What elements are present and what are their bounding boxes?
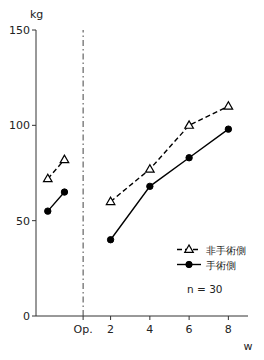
legend-label: 非手術側 (206, 245, 246, 256)
series-marker (61, 189, 67, 195)
y-tick (32, 220, 36, 221)
x-axis-line (36, 316, 248, 317)
chart: 0 50 100 150kg Op. 2 4 6 8w n = 30 非手術側手術側 (0, 0, 264, 360)
series-marker (146, 165, 155, 172)
series-marker (225, 126, 231, 132)
series-marker (107, 237, 113, 243)
x-tick-label: Op. (74, 323, 93, 336)
series-line (48, 129, 229, 240)
x-tick (189, 316, 190, 320)
legend-label: 手術側 (206, 260, 236, 271)
y-tick-label: 150 (9, 24, 30, 37)
y-tick-label: 100 (9, 119, 30, 132)
legend-marker (185, 245, 194, 252)
y-tick (32, 125, 36, 126)
op-line (83, 30, 84, 316)
series-marker (60, 155, 69, 162)
x-tick (149, 316, 150, 320)
annotation: n = 30 (187, 283, 223, 295)
y-tick-label: 50 (16, 215, 30, 228)
y-tick (32, 316, 36, 317)
legend: 非手術側手術側 (177, 245, 246, 271)
x-axis-label: w (244, 340, 253, 353)
series-marker (186, 155, 192, 161)
series-marker (185, 121, 194, 128)
x-tick (110, 316, 111, 320)
y-axis-label: kg (30, 8, 43, 21)
y-axis-line (36, 30, 37, 316)
y-tick-label: 0 (23, 310, 30, 323)
legend-item: 手術側 (177, 260, 236, 271)
series-marker (147, 183, 153, 189)
x-tick (83, 316, 84, 320)
x-tick-label: 4 (146, 323, 153, 336)
series-marker (44, 174, 53, 181)
series-marker (45, 208, 51, 214)
series-marker (106, 197, 115, 204)
series-marker (224, 102, 233, 109)
x-tick-label: 6 (186, 323, 193, 336)
legend-item: 非手術側 (177, 245, 246, 256)
y-tick (32, 30, 36, 31)
plot-area (44, 30, 233, 316)
x-tick-label: 2 (107, 323, 114, 336)
x-tick-label: 8 (225, 323, 232, 336)
legend-marker (186, 261, 192, 267)
x-tick (228, 316, 229, 320)
series-line (48, 106, 229, 201)
